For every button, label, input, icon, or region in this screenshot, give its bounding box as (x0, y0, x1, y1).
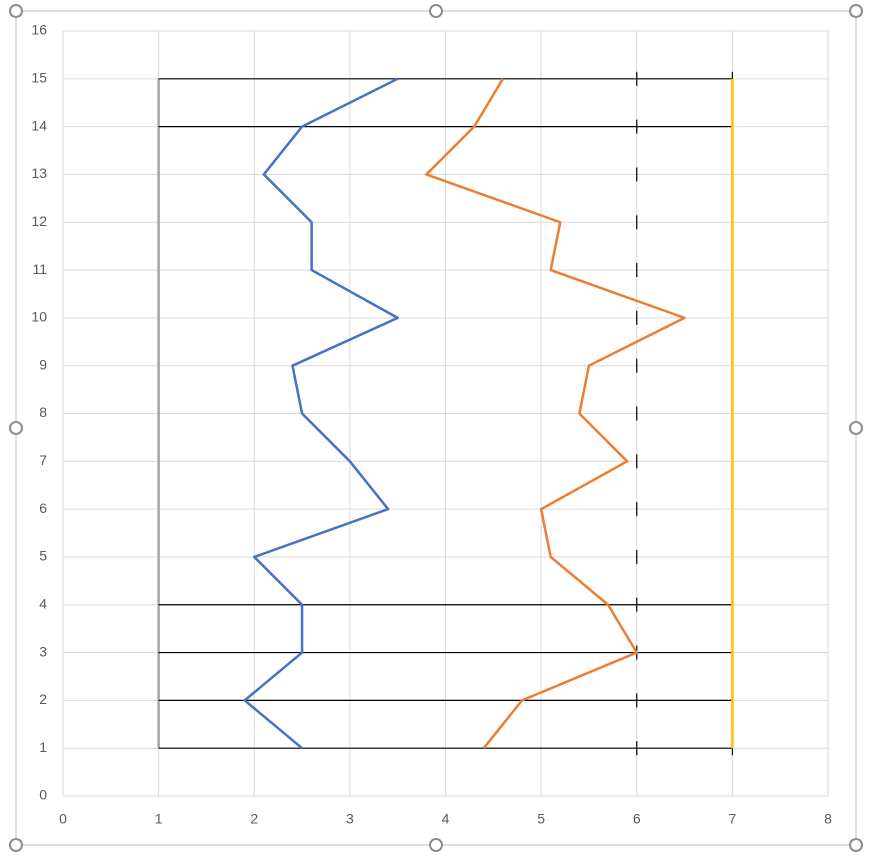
handle[interactable] (9, 838, 23, 852)
y-tick-label: 10 (31, 309, 47, 325)
selection-handles[interactable] (9, 4, 863, 852)
y-tick-label: 1 (39, 739, 47, 755)
y-tick-label: 11 (32, 261, 47, 277)
y-tick-label: 6 (39, 500, 47, 516)
series-line (158, 78, 733, 749)
y-tick-label: 8 (39, 404, 47, 420)
x-tick-label: 1 (155, 811, 163, 827)
x-tick-label: 5 (537, 811, 545, 827)
x-tick-label: 2 (250, 811, 258, 827)
x-tick-label: 7 (728, 811, 736, 827)
y-tick-label: 5 (39, 548, 47, 564)
x-tick-label: 8 (824, 811, 832, 827)
x-tick-label: 6 (633, 811, 641, 827)
handle[interactable] (849, 838, 863, 852)
chart-frame (15, 10, 857, 846)
y-tick-label: 14 (31, 117, 47, 133)
handle[interactable] (849, 4, 863, 18)
series-line (243, 77, 399, 750)
y-tick-label: 4 (39, 595, 47, 611)
x-tick-label: 0 (59, 811, 67, 827)
y-tick-label: 13 (31, 165, 47, 181)
handle[interactable] (9, 4, 23, 18)
y-tick-label: 9 (39, 356, 47, 372)
handle[interactable] (429, 838, 443, 852)
y-tick-label: 3 (39, 643, 47, 659)
handle[interactable] (849, 421, 863, 435)
y-tick-label: 12 (31, 213, 47, 229)
y-tick-label: 0 (39, 787, 47, 803)
x-tick-label: 3 (346, 811, 354, 827)
y-tick-label: 2 (39, 691, 47, 707)
y-tick-label: 16 (31, 22, 47, 38)
handle[interactable] (9, 421, 23, 435)
handle[interactable] (429, 4, 443, 18)
y-tick-label: 7 (39, 452, 47, 468)
y-tick-label: 15 (31, 70, 47, 86)
series-line (425, 78, 686, 749)
x-tick-label: 4 (442, 811, 450, 827)
